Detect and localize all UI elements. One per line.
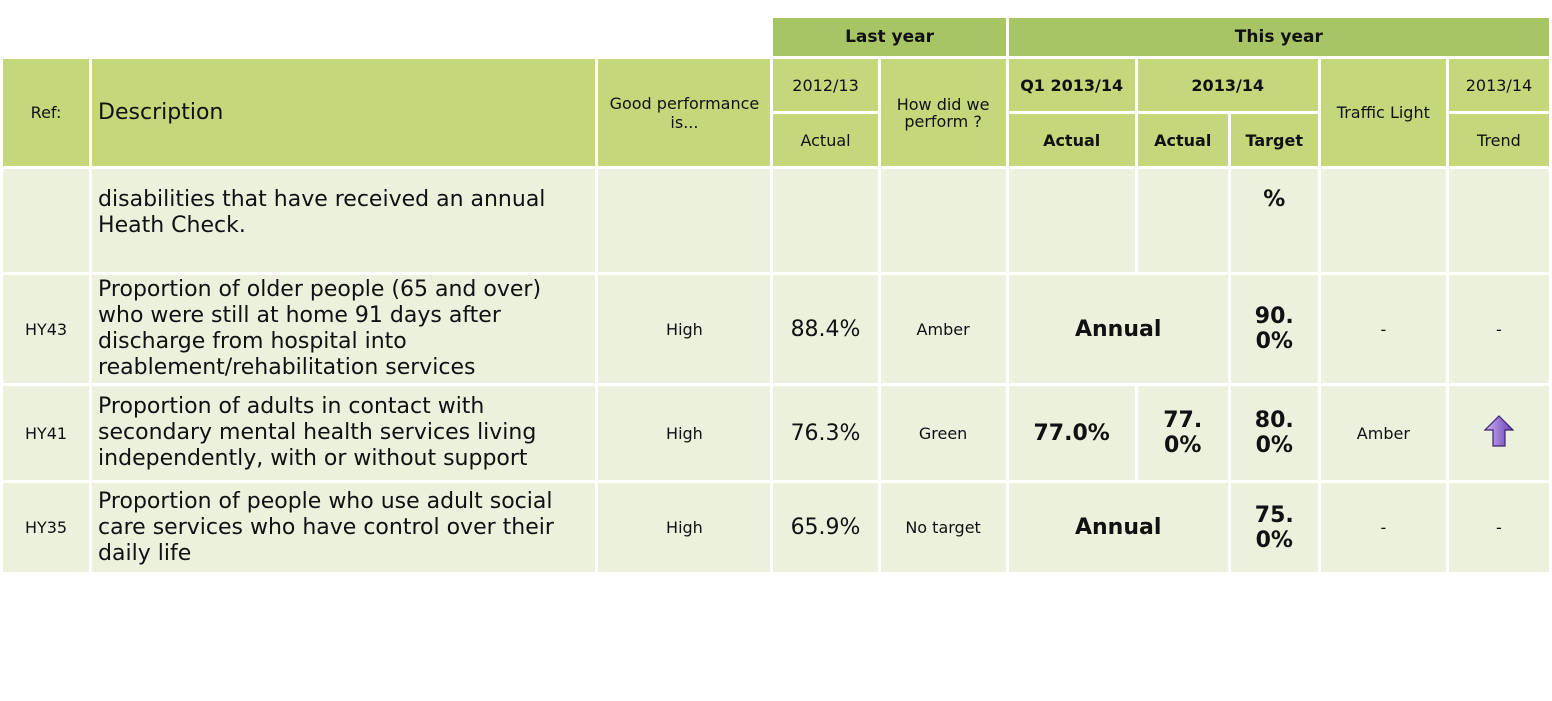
column-header: How did we perform ?: [880, 59, 1006, 166]
column-header: Description: [92, 59, 596, 166]
traffic: -: [1320, 275, 1446, 383]
ref: HY35: [3, 483, 90, 572]
trend-up-arrow: [1483, 415, 1515, 447]
description: Proportion of adults in contact with sec…: [92, 386, 596, 480]
annual: Annual: [1008, 275, 1228, 383]
ref: HY41: [3, 386, 90, 480]
column-header: 2013/14: [1137, 59, 1318, 111]
ref: HY43: [3, 275, 90, 383]
column-header: Actual: [1008, 114, 1135, 166]
traffic: -: [1320, 483, 1446, 572]
how: Green: [880, 386, 1006, 480]
column-header: Good performance is...: [598, 59, 771, 166]
column-header: Actual: [773, 114, 878, 166]
column-header: Ref:: [3, 59, 90, 166]
actual: 77.0%: [1137, 386, 1228, 480]
annual: Annual: [1008, 483, 1228, 572]
last-actual: 65.9%: [773, 483, 878, 572]
good: High: [598, 386, 771, 480]
trend: -: [1448, 275, 1549, 383]
how: Amber: [880, 275, 1006, 383]
target: %: [1230, 169, 1318, 272]
target-value: 90.0%: [1254, 304, 1294, 354]
q1-actual: 77.0%: [1008, 386, 1135, 480]
last-actual: 76.3%: [773, 386, 878, 480]
performance-table: Last year This year Ref: Description Goo…: [0, 15, 1552, 575]
column-header: Target: [1230, 114, 1318, 166]
how: No target: [880, 483, 1006, 572]
column-header: Trend: [1448, 114, 1549, 166]
actual-value: 77.0%: [1163, 408, 1203, 458]
trend: -: [1448, 483, 1549, 572]
target: 80.0%: [1230, 386, 1318, 480]
target-value: 80.0%: [1254, 408, 1294, 458]
column-header: 2013/14: [1448, 59, 1549, 111]
description: Proportion of older people (65 and over)…: [92, 275, 596, 383]
description: Proportion of people who use adult socia…: [92, 483, 596, 572]
target: 90.0%: [1230, 275, 1318, 383]
good: High: [598, 275, 771, 383]
description: disabilities that have received an annua…: [92, 169, 596, 272]
good: High: [598, 483, 771, 572]
column-header: 2012/13: [773, 59, 878, 111]
column-header: Actual: [1137, 114, 1228, 166]
target-value: 75.0%: [1254, 502, 1294, 553]
group-header: Last year: [773, 18, 1006, 56]
trend: [1448, 386, 1549, 480]
column-header: Traffic Light: [1320, 59, 1446, 166]
column-header: Q1 2013/14: [1008, 59, 1135, 111]
group-header: This year: [1008, 18, 1549, 56]
target: 75.0%: [1230, 483, 1318, 572]
last-actual: 88.4%: [773, 275, 878, 383]
traffic: Amber: [1320, 386, 1446, 480]
